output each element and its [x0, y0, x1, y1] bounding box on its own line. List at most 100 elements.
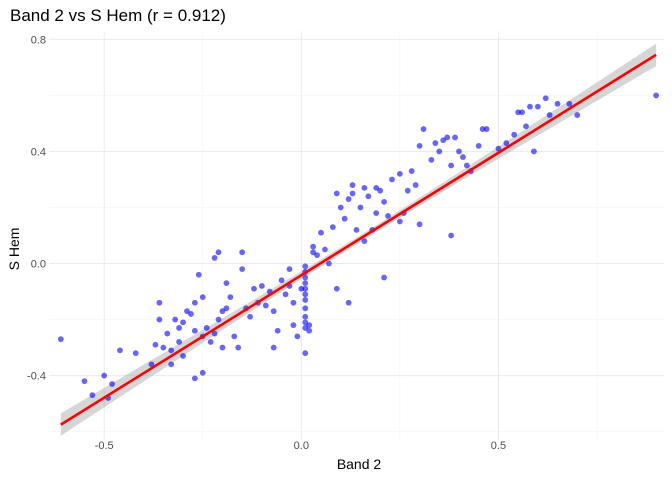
data-point: [448, 232, 455, 239]
data-point: [428, 156, 435, 163]
data-point: [199, 369, 206, 376]
data-point: [302, 291, 309, 298]
y-tick-label: 0.4: [31, 146, 46, 158]
data-point: [180, 319, 186, 326]
data-point: [207, 339, 214, 345]
data-point: [180, 353, 186, 359]
data-point: [191, 299, 198, 306]
data-point: [396, 170, 403, 177]
data-point: [168, 361, 175, 368]
data-point: [511, 131, 518, 138]
data-point: [416, 221, 423, 228]
data-point: [148, 361, 155, 368]
data-point: [566, 100, 573, 107]
data-point: [337, 204, 344, 211]
data-point: [191, 375, 198, 382]
data-point: [160, 344, 167, 351]
data-point: [381, 198, 387, 205]
data-point: [542, 95, 549, 102]
y-axis-label: S Hem: [6, 228, 22, 271]
data-point: [463, 162, 470, 169]
data-point: [251, 285, 257, 292]
data-point: [176, 325, 182, 331]
data-point: [247, 313, 253, 320]
data-point: [302, 350, 309, 357]
data-point: [534, 103, 541, 110]
data-point: [302, 280, 309, 287]
grid: [49, 31, 664, 440]
data-point: [432, 140, 439, 146]
data-point: [156, 316, 163, 323]
y-tick-label: 0.8: [31, 34, 46, 46]
data-point: [365, 193, 372, 200]
data-point: [420, 126, 427, 132]
data-point: [495, 145, 502, 152]
data-point: [274, 327, 281, 334]
data-point: [109, 381, 115, 387]
data-point: [282, 291, 289, 298]
data-point: [460, 154, 466, 160]
data-point: [408, 168, 415, 174]
data-point: [436, 148, 443, 155]
data-point: [396, 218, 403, 225]
data-point: [373, 184, 380, 191]
data-point: [519, 109, 525, 116]
data-point: [416, 142, 423, 149]
data-point: [223, 305, 230, 312]
data-point: [361, 238, 368, 245]
data-point: [456, 148, 462, 155]
data-point: [211, 255, 218, 261]
data-point: [503, 140, 510, 146]
data-point: [152, 341, 159, 348]
data-point: [239, 266, 246, 273]
data-point: [302, 297, 309, 303]
data-point: [310, 249, 317, 256]
data-point: [195, 271, 202, 278]
data-point: [270, 344, 277, 351]
data-point: [361, 184, 368, 191]
data-point: [219, 344, 226, 351]
data-point: [262, 302, 269, 309]
data-point: [448, 162, 455, 169]
data-point: [211, 330, 218, 337]
data-point: [223, 280, 230, 287]
data-point: [278, 277, 285, 284]
data-point: [286, 266, 293, 273]
data-point: [132, 350, 139, 357]
data-point: [191, 327, 198, 334]
data-point: [341, 215, 348, 222]
data-point: [176, 339, 182, 345]
data-point: [381, 274, 387, 281]
data-point: [345, 299, 352, 306]
data-point: [357, 204, 364, 211]
data-point: [385, 212, 391, 219]
data-point: [318, 229, 324, 236]
data-point: [156, 299, 163, 306]
data-point: [302, 313, 309, 320]
data-point: [302, 263, 309, 270]
data-point: [290, 299, 297, 306]
y-tick-label: 0.0: [31, 259, 46, 271]
x-tick-label: 0.5: [491, 440, 506, 452]
data-point: [531, 148, 537, 155]
data-point: [554, 100, 561, 107]
data-point: [349, 190, 356, 197]
data-point: [475, 142, 482, 149]
data-point: [389, 176, 395, 183]
data-point: [117, 347, 123, 354]
x-tick-label: -0.5: [95, 440, 114, 452]
data-point: [333, 190, 340, 197]
data-point: [483, 126, 490, 132]
data-point: [101, 372, 108, 379]
data-point: [227, 294, 234, 301]
data-point: [239, 249, 246, 256]
data-point: [349, 182, 356, 188]
data-point: [270, 308, 277, 315]
data-point: [412, 182, 419, 188]
data-point: [353, 226, 360, 233]
y-tick-label: -0.4: [27, 371, 46, 383]
data-point: [302, 305, 309, 312]
data-point: [404, 187, 411, 194]
chart-title: Band 2 vs S Hem (r = 0.912): [10, 6, 226, 25]
data-point: [302, 285, 309, 292]
